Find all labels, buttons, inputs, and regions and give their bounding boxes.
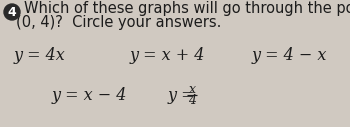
- Text: y = x − 4: y = x − 4: [52, 86, 127, 104]
- Text: y = 4 − x: y = 4 − x: [252, 46, 327, 64]
- Text: 4: 4: [188, 94, 196, 107]
- Text: y =: y =: [168, 86, 201, 104]
- Text: x: x: [189, 83, 196, 96]
- Text: Which of these graphs will go through the point: Which of these graphs will go through th…: [24, 2, 350, 17]
- Text: y = x + 4: y = x + 4: [130, 46, 205, 64]
- Text: y = 4x: y = 4x: [14, 46, 66, 64]
- Text: (0, 4)?  Circle your answers.: (0, 4)? Circle your answers.: [16, 14, 221, 29]
- Text: 4: 4: [8, 5, 16, 19]
- Circle shape: [4, 4, 20, 20]
